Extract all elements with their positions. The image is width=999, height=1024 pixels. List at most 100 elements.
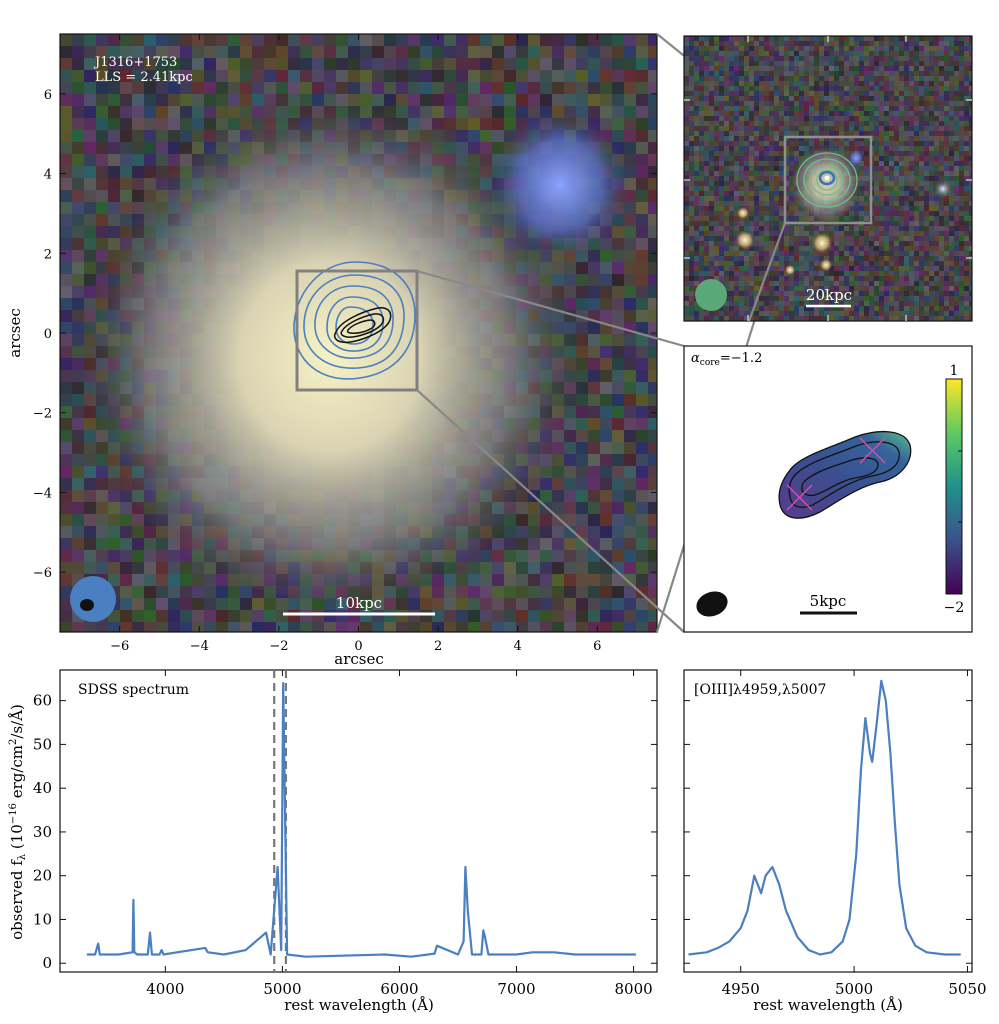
noise-pixel	[96, 166, 108, 178]
noise-pixel	[849, 91, 854, 96]
noise-pixel	[336, 622, 348, 632]
noise-pixel	[929, 126, 934, 131]
noise-pixel	[504, 562, 516, 574]
noise-pixel	[759, 221, 764, 226]
noise-pixel	[636, 442, 648, 454]
noise-pixel	[540, 526, 552, 538]
noise-pixel	[804, 96, 809, 101]
noise-pixel	[784, 41, 789, 46]
noise-pixel	[504, 610, 516, 622]
noise-pixel	[132, 622, 144, 632]
noise-pixel	[684, 71, 689, 76]
noise-pixel	[789, 141, 794, 146]
noise-pixel	[84, 34, 96, 46]
noise-pixel	[804, 71, 809, 76]
noise-pixel	[689, 131, 694, 136]
noise-pixel	[799, 61, 804, 66]
main-rgb-image: 10kpc J1316+1753 LLS = 2.41kpc	[60, 34, 657, 632]
noise-pixel	[774, 156, 779, 161]
noise-pixel	[854, 71, 859, 76]
noise-pixel	[729, 101, 734, 106]
noise-pixel	[724, 51, 729, 56]
noise-pixel	[904, 166, 909, 171]
noise-pixel	[774, 171, 779, 176]
noise-pixel	[684, 131, 689, 136]
noise-pixel	[694, 46, 699, 51]
noise-pixel	[889, 171, 894, 176]
noise-pixel	[769, 131, 774, 136]
noise-pixel	[804, 121, 809, 126]
noise-pixel	[769, 186, 774, 191]
noise-pixel	[576, 94, 588, 106]
noise-pixel	[929, 71, 934, 76]
noise-pixel	[789, 116, 794, 121]
noise-pixel	[384, 610, 396, 622]
noise-pixel	[600, 286, 612, 298]
noise-pixel	[964, 81, 969, 86]
noise-pixel	[774, 111, 779, 116]
noise-pixel	[814, 96, 819, 101]
noise-pixel	[894, 201, 899, 206]
noise-pixel	[934, 211, 939, 216]
noise-pixel	[734, 101, 739, 106]
noise-pixel	[949, 51, 954, 56]
noise-pixel	[969, 51, 972, 56]
noise-pixel	[799, 66, 804, 71]
noise-pixel	[804, 126, 809, 131]
noise-pixel	[612, 106, 624, 118]
noise-pixel	[714, 151, 719, 156]
noise-pixel	[60, 310, 72, 322]
noise-pixel	[914, 106, 919, 111]
noise-pixel	[684, 91, 689, 96]
lls-label: LLS = 2.41kpc	[95, 70, 193, 85]
noise-pixel	[914, 201, 919, 206]
noise-pixel	[849, 76, 854, 81]
noise-pixel	[588, 94, 600, 106]
noise-pixel	[909, 36, 914, 41]
noise-pixel	[779, 56, 784, 61]
noise-pixel	[964, 86, 969, 91]
noise-pixel	[216, 598, 228, 610]
noise-pixel	[694, 141, 699, 146]
noise-pixel	[420, 46, 432, 58]
noise-pixel	[480, 574, 492, 586]
noise-pixel	[899, 131, 904, 136]
noise-pixel	[709, 81, 714, 86]
noise-pixel	[709, 41, 714, 46]
noise-pixel	[874, 146, 879, 151]
noise-pixel	[588, 574, 600, 586]
noise-pixel	[72, 130, 84, 142]
noise-pixel	[144, 70, 156, 82]
noise-pixel	[192, 58, 204, 70]
noise-pixel	[914, 141, 919, 146]
noise-pixel	[874, 46, 879, 51]
noise-pixel	[849, 231, 854, 236]
noise-pixel	[612, 454, 624, 466]
noise-pixel	[704, 156, 709, 161]
noise-pixel	[959, 211, 964, 216]
noise-pixel	[432, 610, 444, 622]
noise-pixel	[60, 262, 72, 274]
noise-pixel	[60, 322, 72, 334]
noise-pixel	[864, 231, 869, 236]
noise-pixel	[588, 502, 600, 514]
noise-pixel	[749, 216, 754, 221]
noise-pixel	[480, 82, 492, 94]
noise-pixel	[889, 106, 894, 111]
noise-pixel	[949, 176, 954, 181]
noise-pixel	[60, 226, 72, 238]
noise-pixel	[714, 111, 719, 116]
noise-pixel	[959, 101, 964, 106]
noise-pixel	[636, 430, 648, 442]
noise-pixel	[884, 221, 889, 226]
noise-pixel	[764, 56, 769, 61]
noise-pixel	[969, 86, 972, 91]
noise-pixel	[564, 442, 576, 454]
noise-pixel	[684, 151, 689, 156]
noise-pixel	[789, 51, 794, 56]
noise-pixel	[724, 176, 729, 181]
noise-pixel	[754, 136, 759, 141]
noise-pixel	[228, 586, 240, 598]
noise-pixel	[929, 176, 934, 181]
noise-pixel	[949, 56, 954, 61]
